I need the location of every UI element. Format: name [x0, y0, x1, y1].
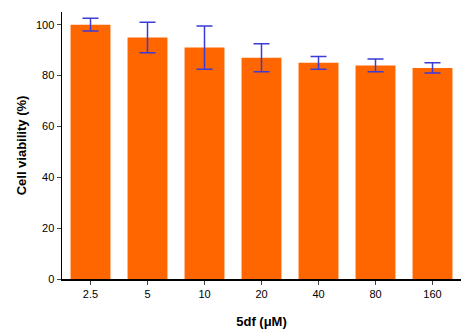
svg-text:80: 80	[369, 288, 381, 300]
svg-text:100: 100	[36, 19, 54, 31]
svg-text:2.5: 2.5	[83, 288, 98, 300]
svg-text:40: 40	[42, 171, 54, 183]
svg-text:80: 80	[42, 69, 54, 81]
svg-text:40: 40	[312, 288, 324, 300]
svg-text:5: 5	[144, 288, 150, 300]
svg-text:0: 0	[48, 273, 54, 285]
svg-text:Cell viability (%): Cell viability (%)	[14, 96, 29, 196]
svg-text:60: 60	[42, 120, 54, 132]
svg-text:20: 20	[42, 222, 54, 234]
svg-text:160: 160	[423, 288, 441, 300]
svg-text:10: 10	[198, 288, 210, 300]
svg-text:5df (μM): 5df (μM)	[236, 314, 287, 329]
svg-text:20: 20	[255, 288, 267, 300]
